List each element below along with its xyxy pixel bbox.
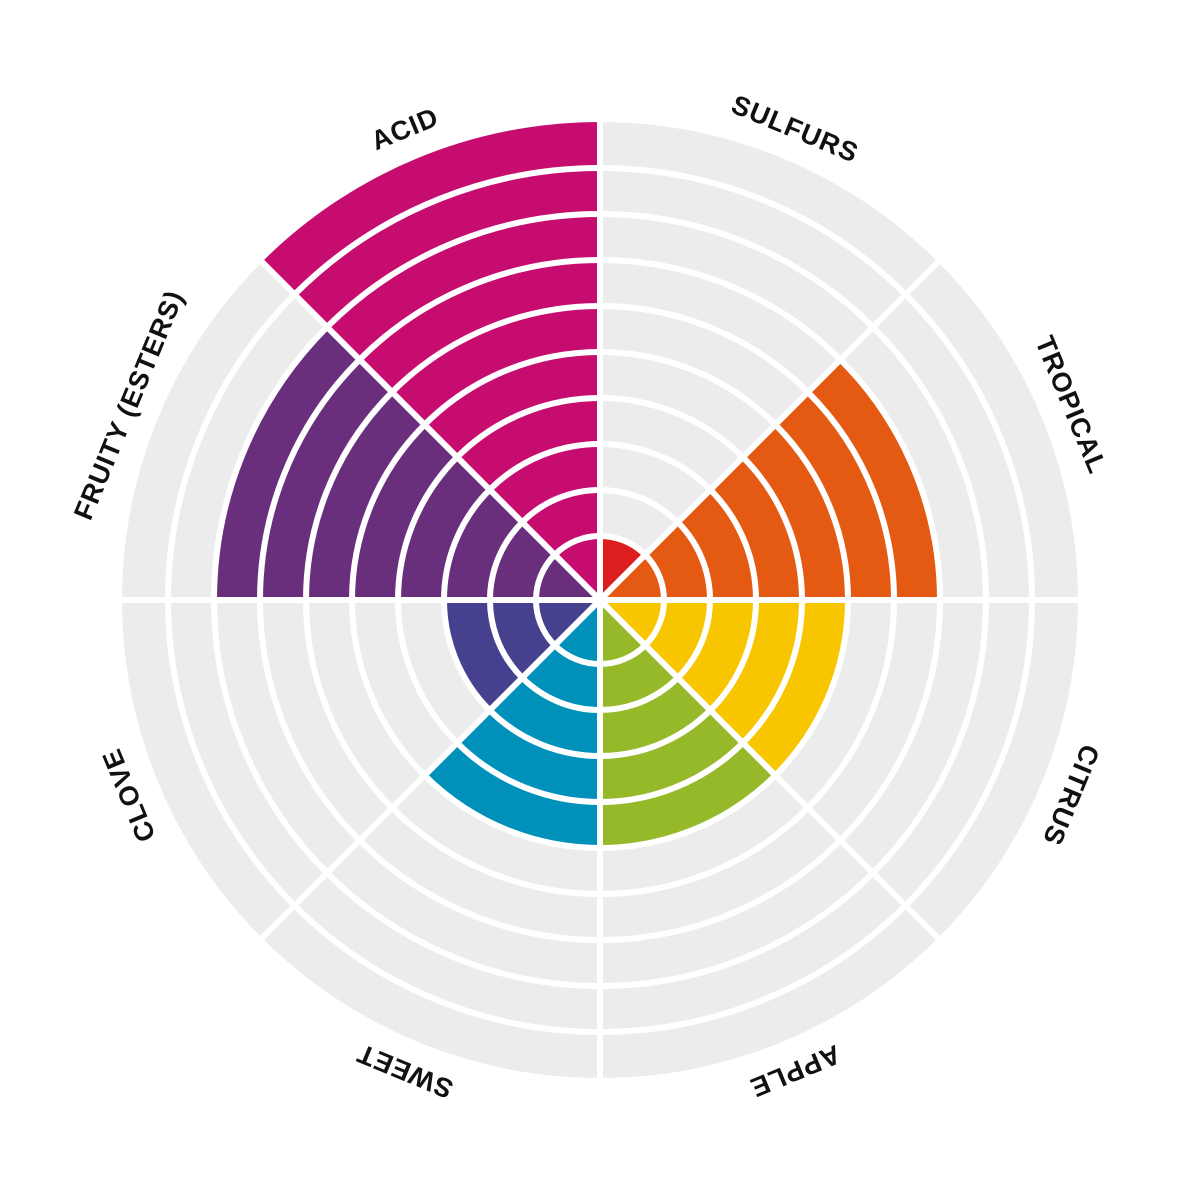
- grid-spoke-2: [597, 257, 943, 603]
- bar-apple-level-1: [600, 600, 646, 664]
- bar-tropical-level-4: [710, 457, 802, 600]
- bar-clove-level-1: [536, 600, 600, 646]
- grid-lines: [118, 118, 1082, 1082]
- bar-sweet-level-4: [457, 710, 600, 802]
- bar-fruity-esters-level-1: [536, 554, 600, 600]
- bar-tropical-level-7: [807, 359, 940, 600]
- label-acid: ACID: [367, 102, 443, 157]
- bar-tropical-level-1: [600, 554, 664, 600]
- bar-apple-level-4: [600, 710, 743, 802]
- grid-spoke-4: [597, 597, 943, 943]
- bar-acid-level-4: [457, 398, 600, 490]
- bar-sulfurs-level-1: [600, 536, 646, 600]
- bar-tropical-level-6: [775, 392, 894, 600]
- grid-spoke-8: [257, 257, 603, 603]
- bar-sweet-level-1: [554, 600, 600, 664]
- bar-fruity-esters-level-7: [260, 359, 393, 600]
- bar-fruity-esters-level-5: [352, 424, 458, 600]
- bar-citrus-level-4: [710, 600, 802, 743]
- bar-acid-level-1: [554, 536, 600, 600]
- bar-fruity-esters-level-4: [398, 457, 490, 600]
- bar-acid-level-3: [489, 444, 600, 523]
- bar-apple-level-3: [600, 677, 711, 756]
- grid-spoke-6: [257, 597, 603, 943]
- bar-citrus-level-5: [742, 600, 848, 776]
- bar-apple-level-5: [600, 742, 776, 848]
- bar-sweet-level-5: [424, 742, 600, 848]
- bar-acid-level-7: [359, 260, 600, 393]
- bar-clove-level-3: [444, 600, 523, 711]
- bar-tropical-level-5: [742, 424, 848, 600]
- bar-fruity-esters-level-6: [306, 392, 425, 600]
- bar-fruity-esters-level-3: [444, 489, 523, 600]
- bar-acid-level-5: [424, 352, 600, 458]
- bar-tropical-level-3: [677, 489, 756, 600]
- bar-citrus-level-1: [600, 600, 664, 646]
- bar-acid-level-10: [262, 122, 600, 295]
- bar-citrus-level-3: [677, 600, 756, 711]
- bar-acid-level-6: [392, 306, 600, 425]
- bar-sweet-level-3: [489, 677, 600, 756]
